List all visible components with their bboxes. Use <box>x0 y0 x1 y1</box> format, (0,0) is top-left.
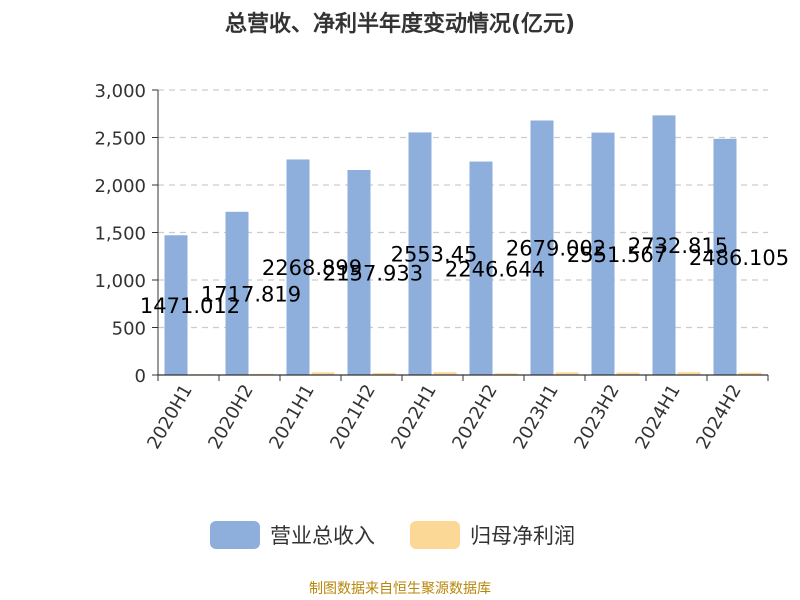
x-tick-label: 2022H2 <box>448 381 502 453</box>
bar-revenue[interactable] <box>591 132 615 375</box>
x-tick-label: 2023H2 <box>570 381 624 453</box>
data-label-revenue: 2246.644 <box>445 257 545 281</box>
legend-item-revenue[interactable]: 营业总收入 <box>210 521 375 549</box>
y-tick-label: 1,000 <box>94 271 146 292</box>
bar-revenue[interactable] <box>652 115 676 376</box>
y-tick-label: 3,000 <box>94 81 146 102</box>
bar-net-profit[interactable] <box>677 372 701 375</box>
bar-chart: 0 500 1,000 1,500 2,000 2,500 3,000 2020H1 2020… <box>94 81 789 549</box>
legend-swatch <box>410 521 460 549</box>
legend-item-net-profit[interactable]: 归母净利润 <box>410 521 575 549</box>
x-tick-label: 2021H1 <box>265 381 319 453</box>
bars <box>164 115 762 376</box>
legend-label: 归母净利润 <box>470 524 575 548</box>
bar-revenue[interactable] <box>713 138 737 375</box>
bar-net-profit[interactable] <box>372 372 396 375</box>
x-tick-label: 2020H2 <box>204 381 258 453</box>
bar-revenue[interactable] <box>408 132 432 375</box>
bar-revenue[interactable] <box>530 120 554 375</box>
bar-revenue[interactable] <box>347 169 371 375</box>
bar-revenue[interactable] <box>164 235 188 375</box>
chart-title: 总营收、净利半年度变动情况(亿元) <box>224 12 576 37</box>
bar-net-profit[interactable] <box>616 372 640 375</box>
bar-revenue[interactable] <box>225 211 249 375</box>
data-label-revenue: 2551.567 <box>567 243 667 267</box>
y-tick-label: 2,500 <box>94 129 146 150</box>
y-tick-label: 2,000 <box>94 176 146 197</box>
data-label-revenue: 2268.899 <box>262 256 362 280</box>
data-label-revenue: 2732.815 <box>628 234 728 258</box>
data-label-revenue: 1717.819 <box>201 282 301 306</box>
legend-swatch <box>210 521 260 549</box>
data-label-revenue: 2553.45 <box>391 243 478 267</box>
bar-net-profit[interactable] <box>555 372 579 375</box>
data-labels: 1471.0121717.8192268.8992157.9332553.452… <box>140 234 789 318</box>
x-tick-label: 2020H1 <box>143 381 197 453</box>
y-tick-label: 1,500 <box>94 224 146 245</box>
y-tick-label: 0 <box>135 366 146 387</box>
bar-net-profit[interactable] <box>738 372 762 375</box>
bar-revenue[interactable] <box>286 159 310 375</box>
x-tick-label: 2022H1 <box>387 381 441 453</box>
x-tick-label: 2023H1 <box>509 381 563 453</box>
data-label-revenue: 2679.002 <box>506 237 606 261</box>
x-tick-label: 2024H2 <box>692 381 746 453</box>
x-axis: 2020H1 2020H2 2021H1 2021H2 2022H1 2022H2 2023… <box>143 374 769 453</box>
bar-revenue[interactable] <box>469 161 493 375</box>
x-tick-label: 2021H2 <box>326 381 380 453</box>
legend-label: 营业总收入 <box>270 524 375 548</box>
bar-net-profit[interactable] <box>311 372 335 375</box>
data-label-revenue: 2157.933 <box>323 261 423 285</box>
data-label-revenue: 1471.012 <box>140 294 240 318</box>
legend[interactable]: 营业总收入 归母净利润 <box>210 521 575 549</box>
x-tick-label: 2024H1 <box>631 381 685 453</box>
bar-net-profit[interactable] <box>433 372 457 375</box>
bar-net-profit[interactable] <box>494 373 518 375</box>
data-source-note: 制图数据来自恒生聚源数据库 <box>309 581 491 597</box>
data-label-revenue: 2486.105 <box>689 246 789 270</box>
y-tick-label: 500 <box>112 319 146 340</box>
y-axis: 0 500 1,000 1,500 2,000 2,500 3,000 <box>94 81 159 387</box>
